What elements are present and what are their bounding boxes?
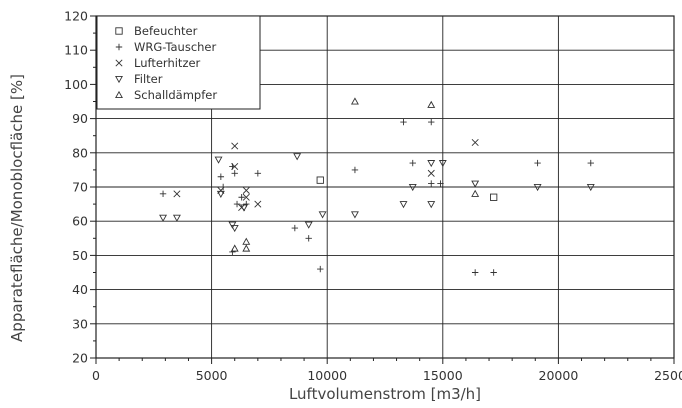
point-filter	[304, 221, 313, 229]
legend-box	[96, 15, 261, 110]
point-wrg-tauscher	[428, 118, 435, 126]
y-tick-label: 70	[72, 180, 88, 195]
point-filter	[318, 211, 327, 219]
y-tick-label: 120	[64, 9, 88, 24]
y-tick-label: 50	[72, 248, 88, 263]
point-schalld-mpfer	[242, 237, 251, 245]
y-tick-label: 60	[72, 214, 88, 229]
tick-labels: 0 5000 10000 15000 20000 25000 20 30 40 50 60 70 80 9…	[64, 9, 682, 384]
y-tick-label: 20	[72, 351, 88, 366]
point-lufterhitzer	[173, 190, 181, 198]
point-lufterhitzer	[254, 200, 262, 208]
point-wrg-tauscher	[219, 183, 227, 191]
point-wrg-tauscher	[159, 190, 167, 198]
legend-label-filter: Filter	[134, 72, 163, 86]
point-wrg-tauscher	[317, 265, 324, 273]
point-wrg-tauscher	[428, 180, 435, 187]
legend-label-schalld-mpfer: Schalldämpfer	[134, 88, 217, 102]
point-filter	[586, 183, 595, 192]
axes	[90, 15, 675, 364]
point-befeuchter	[316, 176, 324, 184]
point-filter	[427, 201, 436, 209]
x-axis-label: Luftvolumenstrom [m3/h]	[289, 385, 481, 403]
point-wrg-tauscher	[409, 159, 416, 167]
legend-marker-befeuchter	[115, 27, 123, 35]
point-schalld-mpfer	[471, 189, 480, 197]
point-schalld-mpfer	[427, 100, 436, 108]
legend-label-wrg-tauscher: WRG-Tauscher	[134, 40, 217, 54]
point-filter	[159, 214, 168, 222]
point-wrg-tauscher	[238, 194, 245, 201]
legend-marker-wrg-tauscher	[115, 43, 123, 51]
point-filter	[230, 225, 239, 233]
point-wrg-tauscher	[437, 180, 444, 187]
y-axis-label: Apparatefläche/Monoblocfläche [%]	[8, 74, 26, 342]
legend: Befeuchter WRG-Tauscher Lufterhitzer Filter…	[96, 15, 261, 110]
point-filter	[172, 214, 181, 222]
y-tick-label: 90	[72, 111, 88, 126]
point-befeuchter	[490, 193, 498, 201]
point-wrg-tauscher	[291, 224, 299, 232]
point-filter	[293, 153, 302, 161]
x-tick-label: 25000	[654, 368, 682, 383]
point-filter	[240, 204, 248, 212]
point-lufterhitzer	[242, 186, 250, 194]
data-points	[159, 97, 595, 276]
plot-frame	[95, 15, 675, 359]
point-filter	[228, 221, 237, 229]
x-tick-label: 15000	[423, 368, 463, 383]
point-lufterhitzer	[231, 162, 239, 170]
point-schalld-mpfer	[230, 244, 239, 252]
point-filter	[214, 156, 223, 164]
point-wrg-tauscher	[534, 159, 541, 167]
point-wrg-tauscher	[351, 166, 359, 174]
point-filter	[216, 190, 225, 198]
x-tick-label: 20000	[539, 368, 579, 383]
point-lufterhitzer	[471, 139, 479, 147]
x-tick-label: 0	[92, 368, 100, 383]
point-wrg-tauscher	[231, 170, 238, 177]
point-schalld-mpfer	[242, 244, 251, 252]
point-filter	[399, 201, 408, 209]
point-filter	[427, 160, 436, 168]
legend-marker-filter	[115, 75, 123, 84]
point-wrg-tauscher	[233, 200, 241, 208]
point-filter	[408, 183, 417, 192]
y-tick-label: 110	[64, 43, 88, 58]
y-tick-label: 100	[64, 77, 88, 92]
point-filter	[438, 160, 447, 168]
x-tick-label: 10000	[307, 368, 347, 383]
legend-marker-schalld-mpfer	[115, 90, 123, 99]
y-tick-label: 80	[72, 145, 88, 160]
point-schalld-mpfer	[350, 97, 359, 105]
x-tick-label: 5000	[196, 368, 228, 383]
point-filter	[533, 183, 542, 192]
point-wrg-tauscher	[305, 235, 312, 242]
point-lufterhitzer	[427, 169, 435, 177]
point-wrg-tauscher	[490, 269, 497, 276]
point-wrg-tauscher	[217, 173, 225, 180]
point-wrg-tauscher	[400, 118, 407, 126]
legend-marker-lufterhitzer	[115, 59, 123, 67]
legend-label-befeuchter: Befeuchter	[134, 24, 198, 38]
point-wrg-tauscher	[587, 159, 594, 167]
point-filter	[350, 211, 359, 219]
point-lufterhitzer	[242, 193, 250, 201]
point-wrg-tauscher	[471, 269, 479, 276]
y-tick-label: 30	[72, 316, 88, 331]
point-lufterhitzer	[231, 142, 239, 150]
point-filter	[471, 180, 480, 188]
legend-label-lufterhitzer: Lufterhitzer	[134, 56, 201, 70]
y-tick-label: 40	[72, 282, 88, 297]
point-wrg-tauscher	[254, 170, 262, 177]
